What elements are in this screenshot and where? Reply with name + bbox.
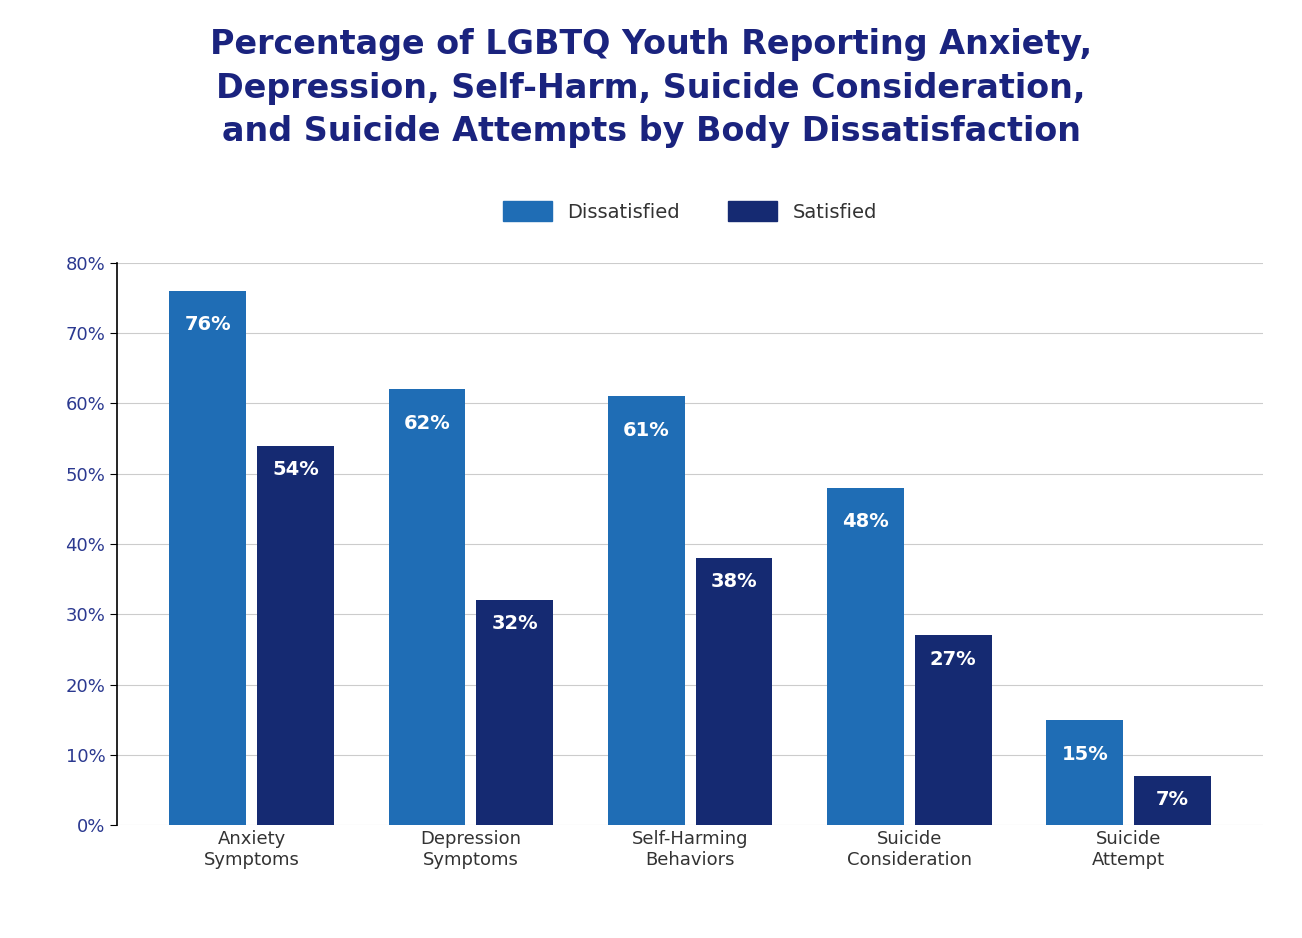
- Bar: [169, 291, 246, 825]
- Legend: Dissatisfied, Satisfied: Dissatisfied, Satisfied: [495, 193, 885, 230]
- Text: 15%: 15%: [1061, 745, 1108, 764]
- Bar: [477, 600, 553, 825]
- Bar: [388, 389, 465, 825]
- Text: 61%: 61%: [622, 421, 669, 440]
- Text: 48%: 48%: [842, 512, 889, 532]
- Bar: [915, 636, 992, 825]
- Bar: [1047, 720, 1124, 825]
- Text: 62%: 62%: [404, 414, 450, 433]
- Text: 7%: 7%: [1156, 790, 1189, 809]
- Bar: [1134, 777, 1211, 825]
- Bar: [827, 488, 904, 825]
- Bar: [695, 558, 772, 825]
- Bar: [256, 446, 333, 825]
- Text: Percentage of LGBTQ Youth Reporting Anxiety,
Depression, Self-Harm, Suicide Cons: Percentage of LGBTQ Youth Reporting Anxi…: [210, 28, 1092, 148]
- Text: 32%: 32%: [491, 614, 538, 633]
- Bar: [608, 397, 685, 825]
- Text: 38%: 38%: [711, 572, 758, 591]
- Text: 54%: 54%: [272, 460, 319, 478]
- Text: 76%: 76%: [185, 315, 230, 335]
- Text: 27%: 27%: [930, 650, 976, 669]
